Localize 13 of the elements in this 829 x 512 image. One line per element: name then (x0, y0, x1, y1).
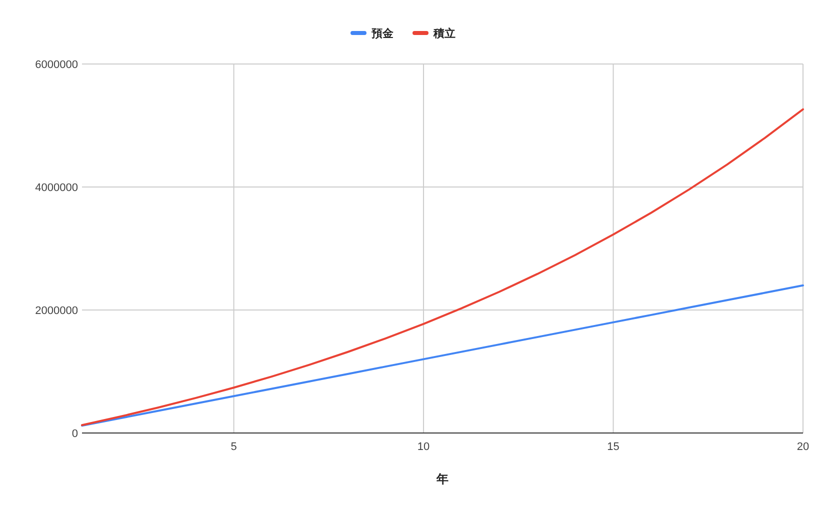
x-tick-label: 10 (417, 441, 430, 453)
y-tick-label: 2000000 (35, 304, 78, 317)
x-axis-title: 年 (436, 472, 448, 486)
line-series (81, 108, 804, 426)
x-tick-label: 5 (230, 441, 237, 453)
y-tick-label: 4000000 (35, 182, 78, 194)
y-tick-label: 6000000 (35, 58, 78, 71)
legend-label: 預金 (370, 26, 394, 40)
x-tick-label: 20 (796, 441, 810, 453)
legend-label: 積立 (432, 26, 456, 40)
x-tick-label: 15 (607, 441, 620, 453)
y-tick-label: 0 (72, 428, 78, 440)
line-series (81, 284, 804, 427)
